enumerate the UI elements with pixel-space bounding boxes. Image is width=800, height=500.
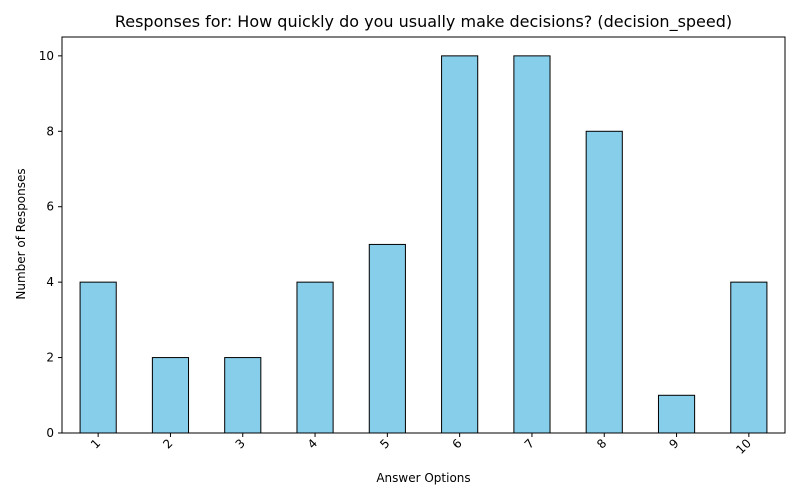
bar-1 bbox=[79, 281, 117, 434]
bar-9 bbox=[657, 394, 696, 434]
y-axis-label: Number of Responses bbox=[14, 168, 28, 299]
x-tick-label-10: 10 bbox=[733, 436, 754, 457]
x-tick-label-8: 8 bbox=[594, 436, 609, 451]
chart-title: Responses for: How quickly do you usuall… bbox=[115, 12, 732, 32]
y-axis-ticks: 0 2 4 6 8 10 bbox=[39, 49, 62, 440]
x-tick-label-7: 7 bbox=[522, 436, 537, 451]
y-tick-label-8: 8 bbox=[46, 124, 54, 138]
x-tick-label-1: 1 bbox=[88, 436, 103, 451]
x-tick-label-6: 6 bbox=[449, 436, 464, 451]
bar-10 bbox=[730, 281, 768, 434]
x-tick-label-9: 9 bbox=[666, 436, 681, 451]
x-tick-label-3: 3 bbox=[233, 436, 248, 451]
x-tick-label-2: 2 bbox=[160, 436, 175, 451]
x-axis-label: Answer Options bbox=[376, 471, 470, 485]
bar-3 bbox=[224, 357, 262, 434]
bars-group bbox=[79, 55, 768, 434]
bar-6 bbox=[441, 55, 479, 434]
y-tick-label-10: 10 bbox=[39, 49, 54, 63]
x-axis-ticks: 1 2 3 4 5 6 7 8 9 10 bbox=[88, 433, 754, 457]
y-tick-label-6: 6 bbox=[46, 200, 54, 214]
bar-5 bbox=[368, 243, 406, 434]
y-tick-label-2: 2 bbox=[46, 351, 54, 365]
bar-7 bbox=[513, 55, 551, 434]
y-tick-label-4: 4 bbox=[46, 275, 54, 289]
bar-8 bbox=[585, 130, 623, 434]
bar-4 bbox=[296, 281, 334, 434]
bar-2 bbox=[151, 357, 190, 434]
x-tick-label-4: 4 bbox=[305, 436, 320, 451]
y-tick-label-0: 0 bbox=[46, 426, 54, 440]
x-tick-label-5: 5 bbox=[377, 436, 392, 451]
plot-area-frame bbox=[61, 36, 786, 434]
